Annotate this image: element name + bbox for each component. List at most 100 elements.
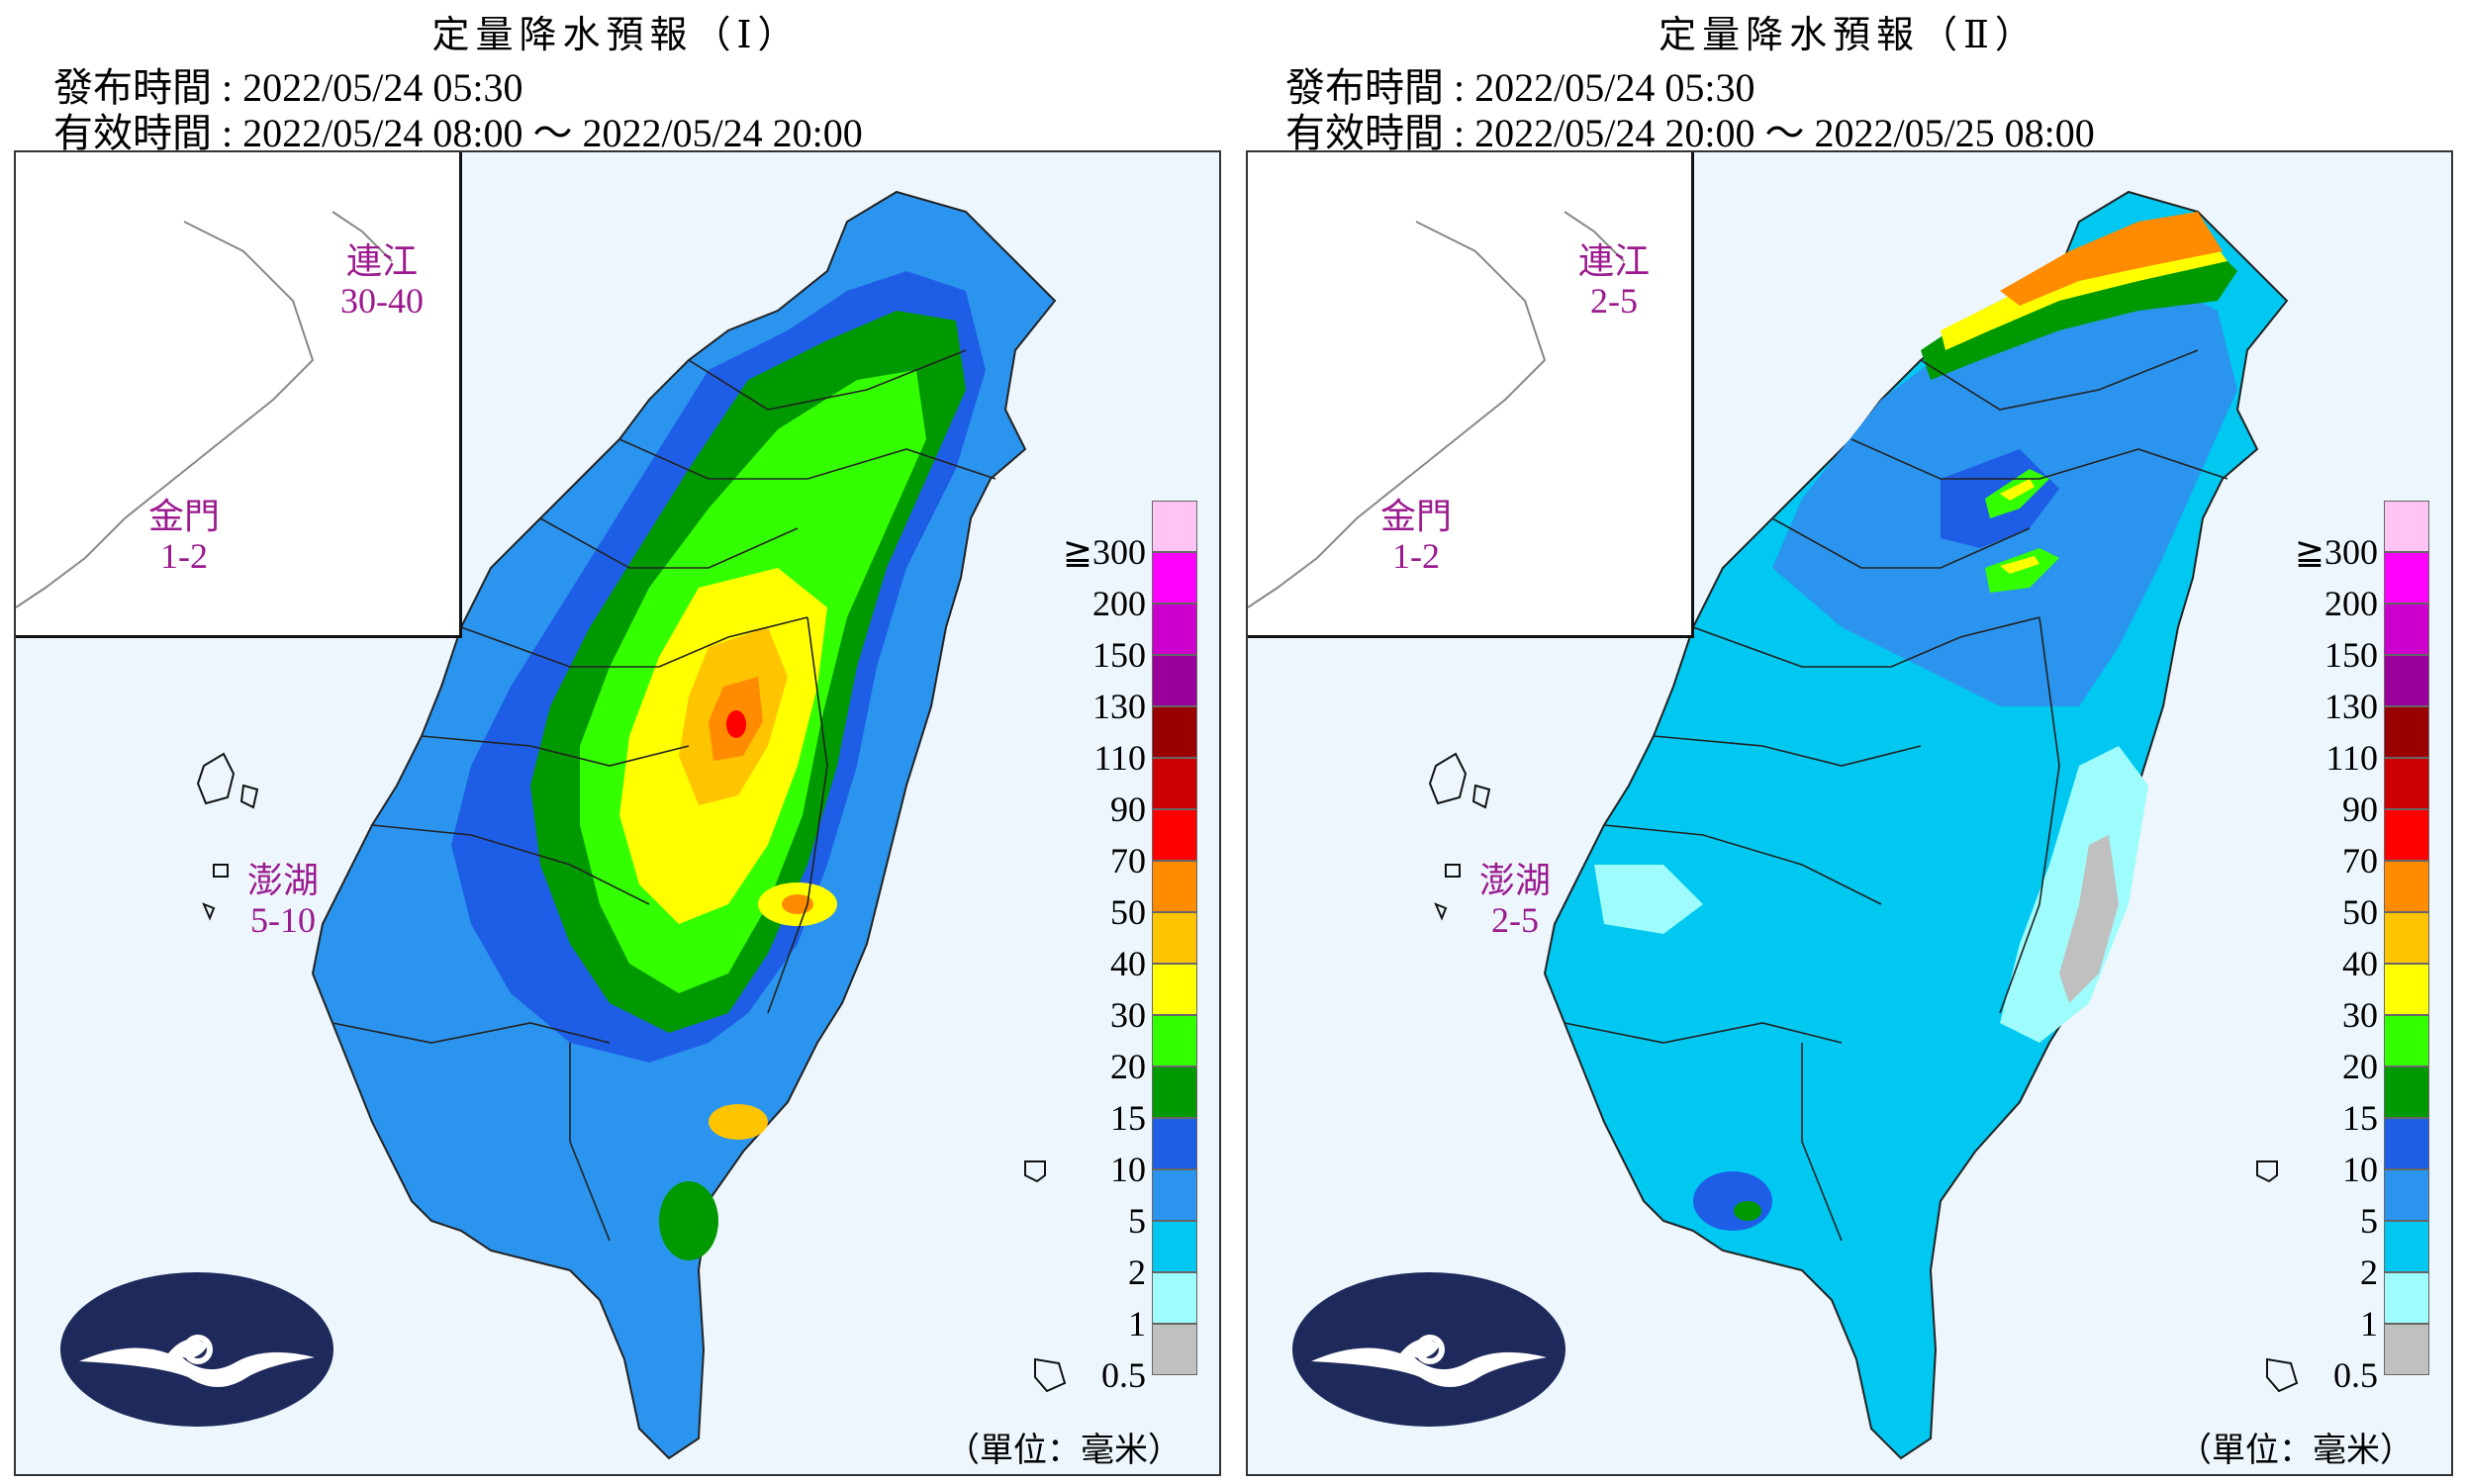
legend-label: 130 — [1092, 687, 1146, 726]
mountain-streak-1-core — [2000, 479, 2035, 501]
rain-cell-south — [1693, 1171, 1772, 1231]
legend-label: 50 — [2342, 892, 2378, 932]
legend-label: 200 — [1092, 584, 1146, 623]
legend-label: 70 — [2342, 841, 2378, 881]
island-range: 2-5 — [1491, 900, 1539, 940]
rain-band-1-2-east — [2000, 746, 2148, 1043]
legend-label: 70 — [1110, 841, 1146, 881]
panel-title: 定量降水預報（Ⅰ） — [431, 15, 802, 56]
legend-swatch — [2384, 1169, 2429, 1221]
legend-swatch — [2384, 964, 2429, 1015]
offshore-inset: 連江 30-40 金門 1-2 — [16, 152, 462, 638]
legend-swatch — [1152, 1118, 1197, 1169]
green-island — [1024, 1160, 1046, 1183]
island-name: 連江 — [1577, 241, 1650, 281]
rain-cell-south-4 — [659, 1181, 718, 1260]
legend-label: 50 — [1110, 892, 1146, 932]
legend-label: 2 — [1128, 1252, 1146, 1292]
legend-label: 10 — [2342, 1150, 2378, 1189]
rain-cell-70 — [726, 710, 746, 738]
legend-label: 20 — [1110, 1047, 1146, 1086]
rain-band-0.5-1 — [2059, 835, 2119, 1003]
kinmen-label: 金門 1-2 — [1367, 497, 1466, 576]
rain-band-1-2-west — [1594, 865, 1703, 934]
legend-label: 20 — [2342, 1047, 2378, 1086]
legend-swatch — [1152, 1067, 1197, 1118]
county-boundaries — [1564, 349, 2228, 1242]
valid-time: 有效時間 : 2022/05/24 08:00 ～ 2022/05/24 20:… — [53, 111, 863, 155]
legend-label: 15 — [2342, 1098, 2378, 1138]
legend-swatch — [2384, 809, 2429, 861]
island-range: 1-2 — [160, 536, 208, 576]
island-name: 澎湖 — [1478, 861, 1551, 900]
legend-swatch — [2384, 1118, 2429, 1169]
island-name: 金門 — [147, 497, 220, 536]
legend-swatch — [2384, 501, 2429, 552]
rainfall-map: 連江 2-5 金門 1-2 澎湖 2-5 — [1246, 150, 2453, 1476]
legend-label: 200 — [2324, 584, 2378, 623]
legend-swatch — [1152, 603, 1197, 655]
legend-swatch — [2384, 603, 2429, 655]
island-name: 澎湖 — [246, 861, 319, 900]
legend-swatch — [2384, 1272, 2429, 1324]
cwb-logo-icon — [60, 1272, 333, 1427]
legend-swatch — [1152, 1015, 1197, 1067]
forecast-panel-2: 定量降水預報（Ⅱ） 發布時間 : 2022/05/24 05:30 有效時間 :… — [1236, 0, 2461, 1484]
legend-swatch — [2384, 1015, 2429, 1067]
cwb-logo-icon — [1292, 1272, 1565, 1427]
legend-label: 150 — [1092, 635, 1146, 675]
legend-label: 110 — [2325, 738, 2378, 778]
legend-swatch — [1152, 1169, 1197, 1221]
legend-swatch — [1152, 501, 1197, 552]
legend-swatch — [2384, 861, 2429, 912]
island-name: 連江 — [345, 241, 418, 281]
rainfall-map: 連江 30-40 金門 1-2 澎湖 5-10 — [14, 150, 1221, 1476]
panel-title: 定量降水預報（Ⅱ） — [1659, 15, 2038, 56]
legend-swatch — [2384, 706, 2429, 758]
penghu-label: 澎湖 2-5 — [1466, 861, 1564, 940]
north-coast-orange — [2000, 212, 2223, 306]
legend-swatch — [2384, 655, 2429, 706]
legend-label: ≧300 — [1062, 532, 1146, 572]
matsu-label: 連江 2-5 — [1555, 241, 1673, 321]
penghu-islands — [1428, 752, 1491, 921]
rain-cell-south-core — [1734, 1201, 1761, 1221]
legend-swatch — [2384, 758, 2429, 809]
legend-swatch — [2384, 552, 2429, 603]
unit-label: （單位：毫米） — [946, 1433, 1182, 1469]
green-island — [2256, 1160, 2278, 1183]
forecast-panel-1: 定量降水預報（Ⅰ） 發布時間 : 2022/05/24 05:30 有效時間 :… — [4, 0, 1229, 1484]
legend-swatch — [2384, 912, 2429, 964]
legend-swatch — [1152, 1324, 1197, 1375]
legend-swatch — [2384, 1221, 2429, 1272]
legend-swatch — [1152, 758, 1197, 809]
taiwan-rainfall-map — [16, 190, 1067, 1460]
legend-swatch — [1152, 809, 1197, 861]
legend-label: 15 — [1110, 1098, 1146, 1138]
legend-swatch — [2384, 1067, 2429, 1118]
china-coastline — [16, 221, 315, 608]
matsu-label: 連江 30-40 — [323, 241, 441, 321]
legend-label: 0.5 — [1101, 1355, 1146, 1395]
legend-swatch — [1152, 964, 1197, 1015]
island-range: 5-10 — [250, 900, 316, 940]
penghu-label: 澎湖 5-10 — [234, 861, 332, 940]
island-range: 1-2 — [1392, 536, 1440, 576]
legend-label: 5 — [2360, 1201, 2378, 1241]
penghu-islands — [196, 752, 259, 921]
china-coastline — [1248, 221, 1547, 608]
legend-swatch — [1152, 912, 1197, 964]
legend-label: 1 — [2360, 1304, 2378, 1344]
legend-label: 130 — [2324, 687, 2378, 726]
legend-label: 150 — [2324, 635, 2378, 675]
orchid-island — [2266, 1357, 2299, 1393]
legend-label: 2 — [2360, 1252, 2378, 1292]
taiwan-rainfall-map — [1428, 190, 2299, 1460]
legend-swatch — [1152, 861, 1197, 912]
legend-label: 90 — [2342, 789, 2378, 829]
legend-label: 110 — [1093, 738, 1146, 778]
legend-label: 30 — [2342, 995, 2378, 1035]
island-name: 金門 — [1379, 497, 1452, 536]
legend-swatch — [1152, 655, 1197, 706]
offshore-inset: 連江 2-5 金門 1-2 — [1248, 152, 1694, 638]
